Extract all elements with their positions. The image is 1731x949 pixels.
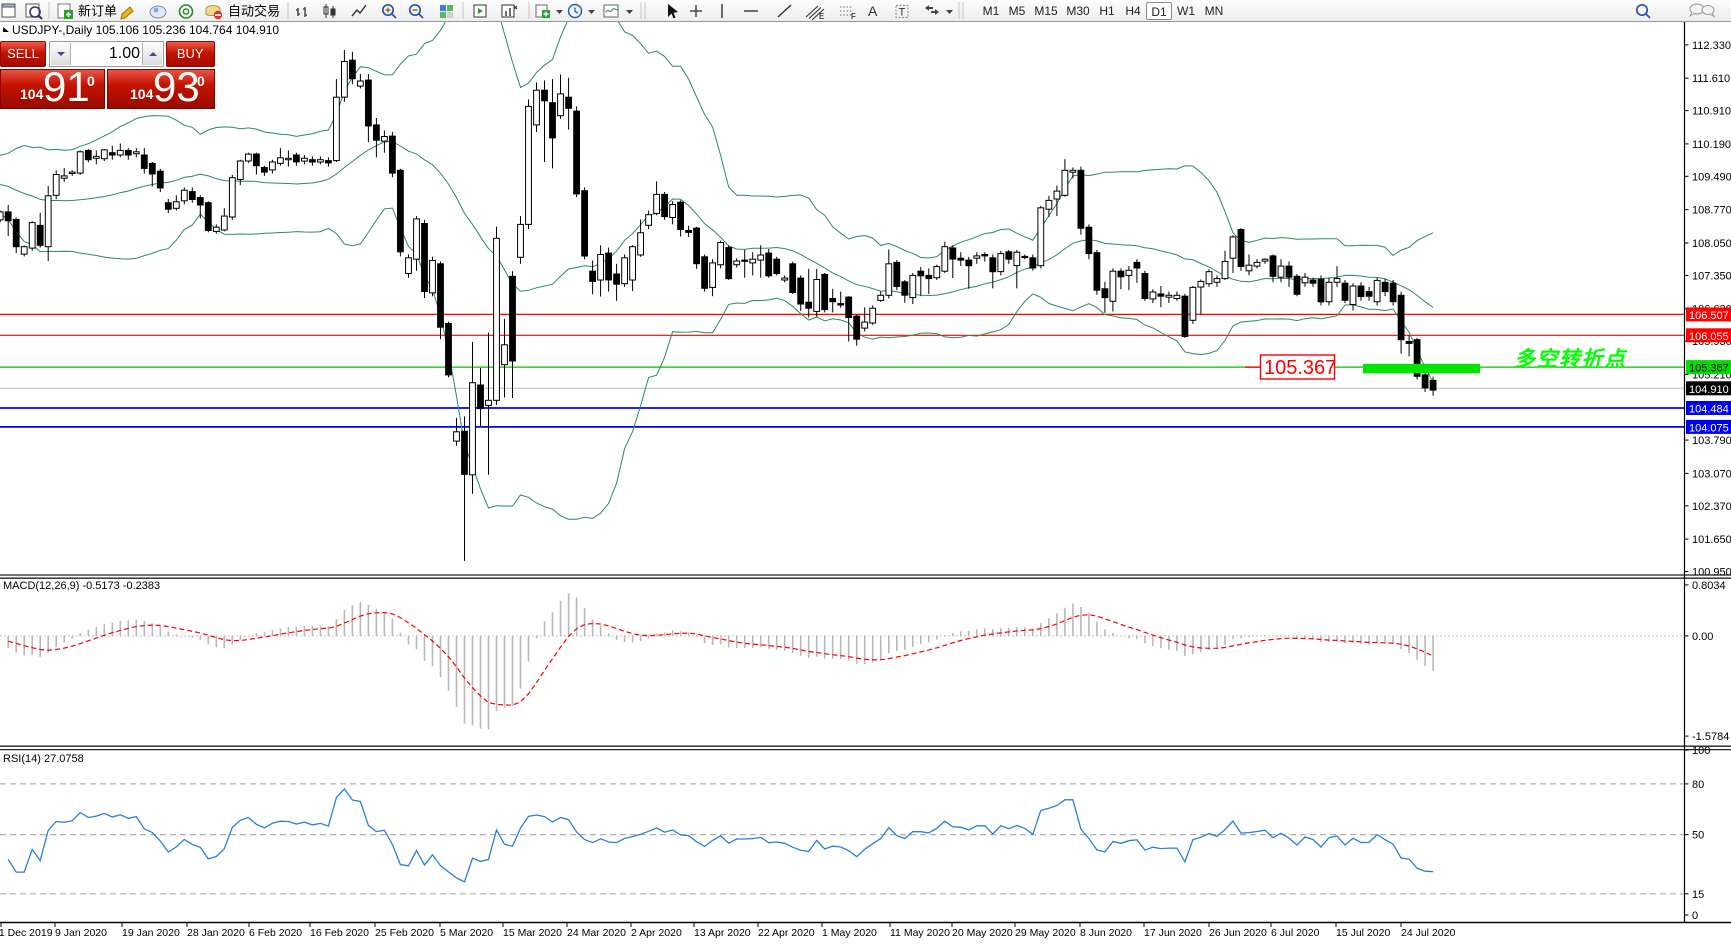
svg-text:多空转折点: 多空转折点 — [1514, 347, 1628, 371]
svg-text:11 May 2020: 11 May 2020 — [890, 927, 950, 939]
svg-text:0.8034: 0.8034 — [1692, 580, 1726, 592]
svg-text:25 Feb 2020: 25 Feb 2020 — [375, 927, 434, 939]
svg-text:108.770: 108.770 — [1692, 205, 1731, 217]
svg-text:105.367: 105.367 — [1264, 357, 1336, 379]
svg-text:104.484: 104.484 — [1689, 404, 1729, 416]
svg-text:29 May 2020: 29 May 2020 — [1015, 927, 1076, 939]
svg-text:110.190: 110.190 — [1692, 139, 1731, 151]
svg-text:104.910: 104.910 — [1689, 384, 1729, 396]
svg-text:19 Jan 2020: 19 Jan 2020 — [122, 927, 180, 939]
svg-text:109.490: 109.490 — [1692, 171, 1731, 183]
svg-text:20 May 2020: 20 May 2020 — [952, 927, 1013, 939]
svg-text:MACD(12,26,9) -0.5173 -0.2383: MACD(12,26,9) -0.5173 -0.2383 — [3, 580, 160, 592]
svg-text:108.050: 108.050 — [1692, 238, 1731, 250]
svg-text:2 Apr 2020: 2 Apr 2020 — [631, 927, 682, 939]
svg-text:5 Mar 2020: 5 Mar 2020 — [440, 927, 493, 939]
svg-text:-1.5784: -1.5784 — [1692, 731, 1729, 743]
svg-text:50: 50 — [1692, 830, 1704, 842]
svg-text:103.070: 103.070 — [1692, 468, 1731, 480]
svg-text:T: T — [899, 7, 906, 19]
svg-text:101.650: 101.650 — [1692, 534, 1731, 546]
svg-text:106.055: 106.055 — [1689, 331, 1729, 343]
svg-text:110.910: 110.910 — [1692, 106, 1731, 118]
svg-text:31 Dec 2019: 31 Dec 2019 — [0, 927, 53, 939]
svg-text:6 Jul 2020: 6 Jul 2020 — [1271, 927, 1320, 939]
svg-text:105.367: 105.367 — [1689, 363, 1729, 375]
svg-text:16 Feb 2020: 16 Feb 2020 — [310, 927, 369, 939]
svg-text:自动交易: 自动交易 — [228, 4, 280, 19]
svg-text:107.350: 107.350 — [1692, 270, 1731, 282]
svg-text:A: A — [868, 3, 878, 19]
svg-text:26 Jun 2020: 26 Jun 2020 — [1209, 927, 1267, 939]
svg-text:USDJPY-,Daily 105.106 105.236: USDJPY-,Daily 105.106 105.236 104.764 10… — [12, 23, 279, 37]
svg-text:15: 15 — [1692, 889, 1704, 901]
svg-text:6 Feb 2020: 6 Feb 2020 — [249, 927, 302, 939]
svg-text:100: 100 — [1692, 745, 1710, 757]
svg-text:13 Apr 2020: 13 Apr 2020 — [694, 927, 751, 939]
svg-text:新订单: 新订单 — [78, 4, 117, 19]
svg-text:100.950: 100.950 — [1692, 567, 1731, 579]
svg-text:E: E — [819, 12, 824, 21]
svg-text:15 Jul 2020: 15 Jul 2020 — [1336, 927, 1390, 939]
svg-text:9 Jan 2020: 9 Jan 2020 — [55, 927, 107, 939]
svg-text:106.507: 106.507 — [1689, 310, 1729, 322]
svg-text:RSI(14) 27.0758: RSI(14) 27.0758 — [3, 753, 84, 765]
svg-text:111.610: 111.610 — [1692, 73, 1730, 85]
svg-text:0: 0 — [1692, 910, 1698, 922]
svg-text:80: 80 — [1692, 779, 1704, 791]
svg-text:15 Mar 2020: 15 Mar 2020 — [503, 927, 562, 939]
svg-text:103.790: 103.790 — [1692, 435, 1731, 447]
svg-text:0.00: 0.00 — [1692, 631, 1713, 643]
svg-text:102.370: 102.370 — [1692, 501, 1731, 513]
svg-text:17 Jun 2020: 17 Jun 2020 — [1144, 927, 1202, 939]
svg-text:112.330: 112.330 — [1692, 40, 1731, 52]
svg-text:104.075: 104.075 — [1689, 422, 1729, 434]
svg-text:8 Jun 2020: 8 Jun 2020 — [1080, 927, 1132, 939]
svg-text:1 May 2020: 1 May 2020 — [822, 927, 877, 939]
svg-text:24 Jul 2020: 24 Jul 2020 — [1401, 927, 1455, 939]
svg-text:22 Apr 2020: 22 Apr 2020 — [758, 927, 815, 939]
svg-text:24 Mar 2020: 24 Mar 2020 — [567, 927, 626, 939]
svg-text:28 Jan 2020: 28 Jan 2020 — [187, 927, 245, 939]
svg-text:F: F — [851, 12, 856, 21]
